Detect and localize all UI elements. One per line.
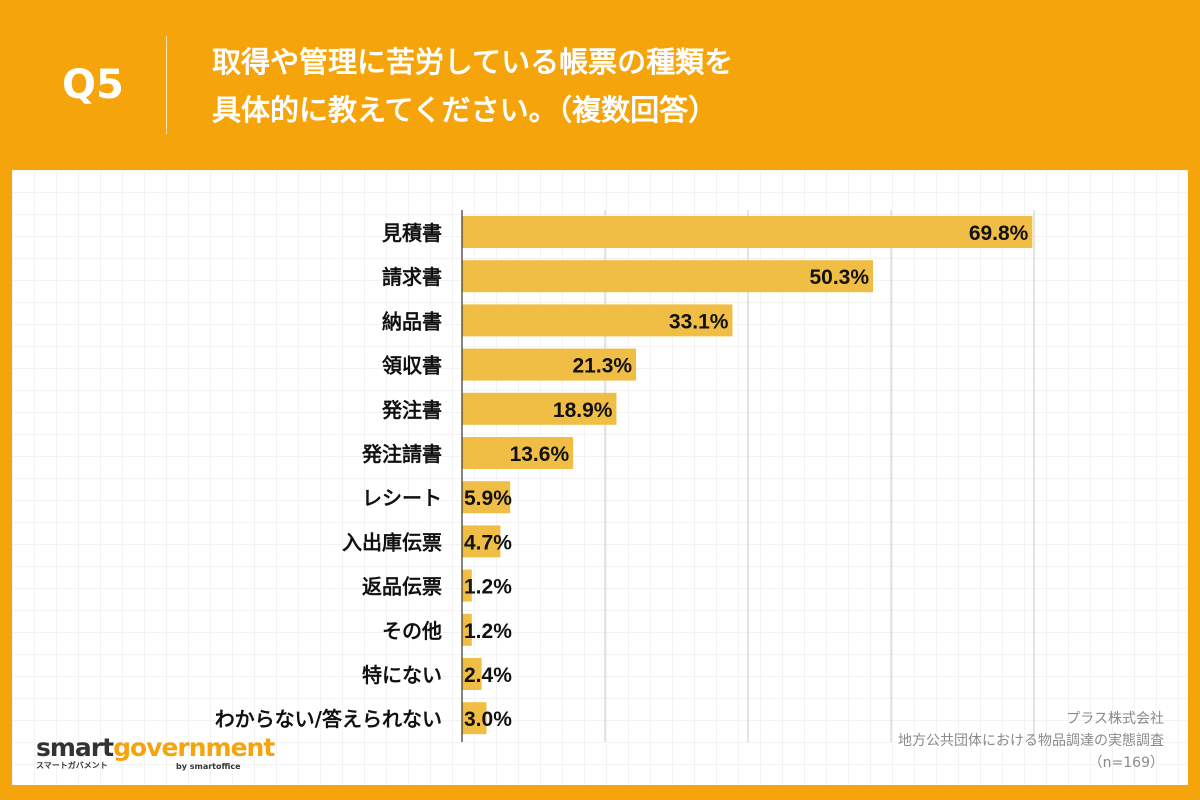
category-label: 返品伝票 xyxy=(362,575,442,599)
category-label: わからない/答えられない xyxy=(215,707,442,731)
category-label: 発注書 xyxy=(381,398,442,422)
data-label: 69.8% xyxy=(969,222,1029,245)
data-label: 4.7% xyxy=(464,531,512,554)
data-label: 21.3% xyxy=(573,355,633,378)
category-label: 請求書 xyxy=(382,265,442,289)
bar xyxy=(462,569,472,602)
credit-company: プラス株式会社 xyxy=(1066,711,1164,727)
bar xyxy=(462,525,501,558)
bar xyxy=(462,216,1033,248)
logo-by: by smartoffice xyxy=(176,762,241,771)
category-label: レシート xyxy=(362,486,442,510)
bar xyxy=(462,613,472,646)
bar xyxy=(462,481,511,514)
bar xyxy=(462,304,733,337)
logo-government: government xyxy=(113,733,275,762)
header-divider xyxy=(166,36,167,134)
chart-title: 取得や管理に苦労している帳票の種類を 具体的に教えてください。（複数回答） xyxy=(212,38,733,134)
logo-sub: スマートガバメント xyxy=(36,761,108,770)
bar xyxy=(462,392,617,425)
title-line-1: 取得や管理に苦労している帳票の種類を xyxy=(212,45,734,79)
question-number: Q5 xyxy=(62,62,124,108)
bar xyxy=(462,260,874,293)
bar xyxy=(462,348,637,381)
category-label: その他 xyxy=(382,619,442,643)
data-label: 3.0% xyxy=(464,708,512,731)
credit: プラス株式会社 地方公共団体における物品調達の実態調査 （n=169） xyxy=(898,708,1164,774)
data-label: 13.6% xyxy=(510,443,570,466)
data-label: 18.9% xyxy=(553,399,613,422)
title-line-2: 具体的に教えてください。（複数回答） xyxy=(212,93,718,127)
data-label: 33.1% xyxy=(669,310,729,333)
data-label: 5.9% xyxy=(464,487,512,510)
data-label: 50.3% xyxy=(809,266,869,289)
data-label: 1.2% xyxy=(464,620,512,643)
data-label: 1.2% xyxy=(464,576,512,599)
bar xyxy=(462,658,482,690)
bar xyxy=(462,702,487,735)
credit-sample: （n=169） xyxy=(1088,755,1164,771)
category-label: 発注請書 xyxy=(361,442,442,466)
category-label: 特にない xyxy=(362,663,442,687)
logo-smart: smart xyxy=(36,733,114,762)
category-label: 見積書 xyxy=(382,221,442,245)
credit-survey: 地方公共団体における物品調達の実態調査 xyxy=(898,733,1164,749)
category-label: 納品書 xyxy=(382,309,442,333)
smartgovernment-logo: smartgovernment スマートガバメント by smartoffice xyxy=(36,733,275,771)
category-label: 入出庫伝票 xyxy=(342,530,442,554)
data-label: 2.4% xyxy=(464,664,512,687)
category-label: 領収書 xyxy=(382,354,442,378)
bar xyxy=(462,437,574,469)
